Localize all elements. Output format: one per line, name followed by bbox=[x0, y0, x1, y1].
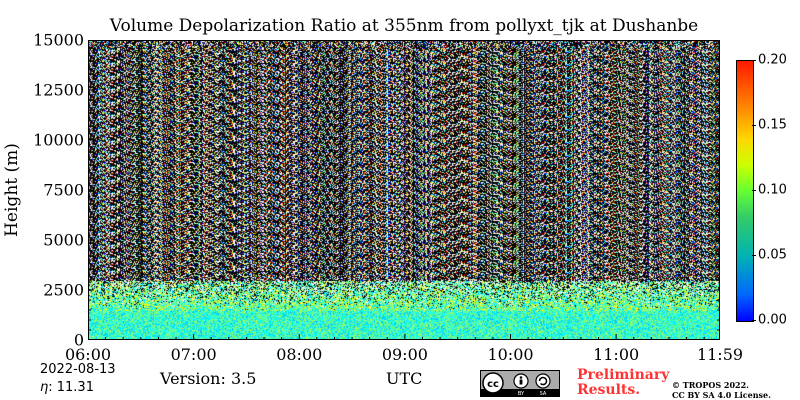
x-tick-label: 10:00 bbox=[487, 345, 534, 364]
colorbar-tick-mark bbox=[752, 320, 756, 321]
x-tick-label: 07:00 bbox=[170, 345, 217, 364]
y-tick-label: 7500 bbox=[43, 180, 84, 200]
copyright-note: © TROPOS 2022. CC BY SA 4.0 License. bbox=[672, 380, 771, 400]
preliminary-note: Preliminary Results. bbox=[577, 368, 669, 398]
axes-border bbox=[88, 40, 720, 340]
x-tick-label: 06:00 bbox=[64, 345, 112, 364]
y-axis-label: Height (m) bbox=[2, 143, 22, 237]
svg-text:cc: cc bbox=[487, 379, 499, 390]
colorbar-tick-mark bbox=[752, 125, 756, 126]
colorbar-tick-mark bbox=[752, 255, 756, 256]
y-tick-label: 12500 bbox=[33, 80, 84, 100]
copyright-line-1: © TROPOS 2022. bbox=[672, 380, 749, 390]
date-label: 2022-08-13 bbox=[40, 362, 116, 377]
version-label: Version: 3.5 bbox=[160, 369, 257, 388]
preliminary-line-2: Results. bbox=[577, 382, 641, 398]
colorbar-tick-label: 0.20 bbox=[758, 52, 787, 68]
x-tick-label: 08:00 bbox=[276, 345, 323, 364]
colorbar-tick-label: 0.10 bbox=[758, 182, 787, 198]
eta-symbol: η bbox=[40, 380, 49, 395]
cc-license-logo: cc BY SA bbox=[480, 370, 560, 397]
preliminary-line-1: Preliminary bbox=[577, 367, 670, 383]
x-tick-label: 11:00 bbox=[593, 345, 640, 364]
x-tick-label: 11:59 bbox=[696, 345, 744, 364]
x-tick-label: 09:00 bbox=[381, 345, 428, 364]
colorbar-tick-mark bbox=[752, 60, 756, 61]
plot-axes bbox=[88, 40, 720, 340]
y-tick-label: 2500 bbox=[43, 280, 84, 300]
copyright-line-2: CC BY SA 4.0 License. bbox=[672, 390, 771, 400]
colorbar bbox=[736, 60, 754, 322]
eta-label: η: 11.31 bbox=[40, 380, 94, 395]
colorbar-tick-mark bbox=[752, 190, 756, 191]
y-tick-label: 10000 bbox=[33, 130, 84, 150]
depolarization-heatmap bbox=[88, 40, 720, 340]
y-tick-label: 15000 bbox=[33, 30, 84, 50]
colorbar-tick-label: 0.05 bbox=[758, 247, 787, 263]
eta-value: : 11.31 bbox=[48, 380, 94, 395]
x-axis-label: UTC bbox=[386, 369, 423, 388]
colorbar-tick-label: 0.15 bbox=[758, 117, 787, 133]
cc-by-sa-icon: cc BY SA bbox=[481, 372, 559, 397]
y-tick-label: 5000 bbox=[43, 230, 84, 250]
y-tick-label: 0 bbox=[73, 330, 84, 350]
svg-text:SA: SA bbox=[540, 391, 547, 396]
colorbar-tick-label: 0.00 bbox=[758, 312, 787, 328]
svg-text:BY: BY bbox=[518, 391, 525, 396]
chart-title: Volume Depolarization Ratio at 355nm fro… bbox=[109, 16, 699, 36]
